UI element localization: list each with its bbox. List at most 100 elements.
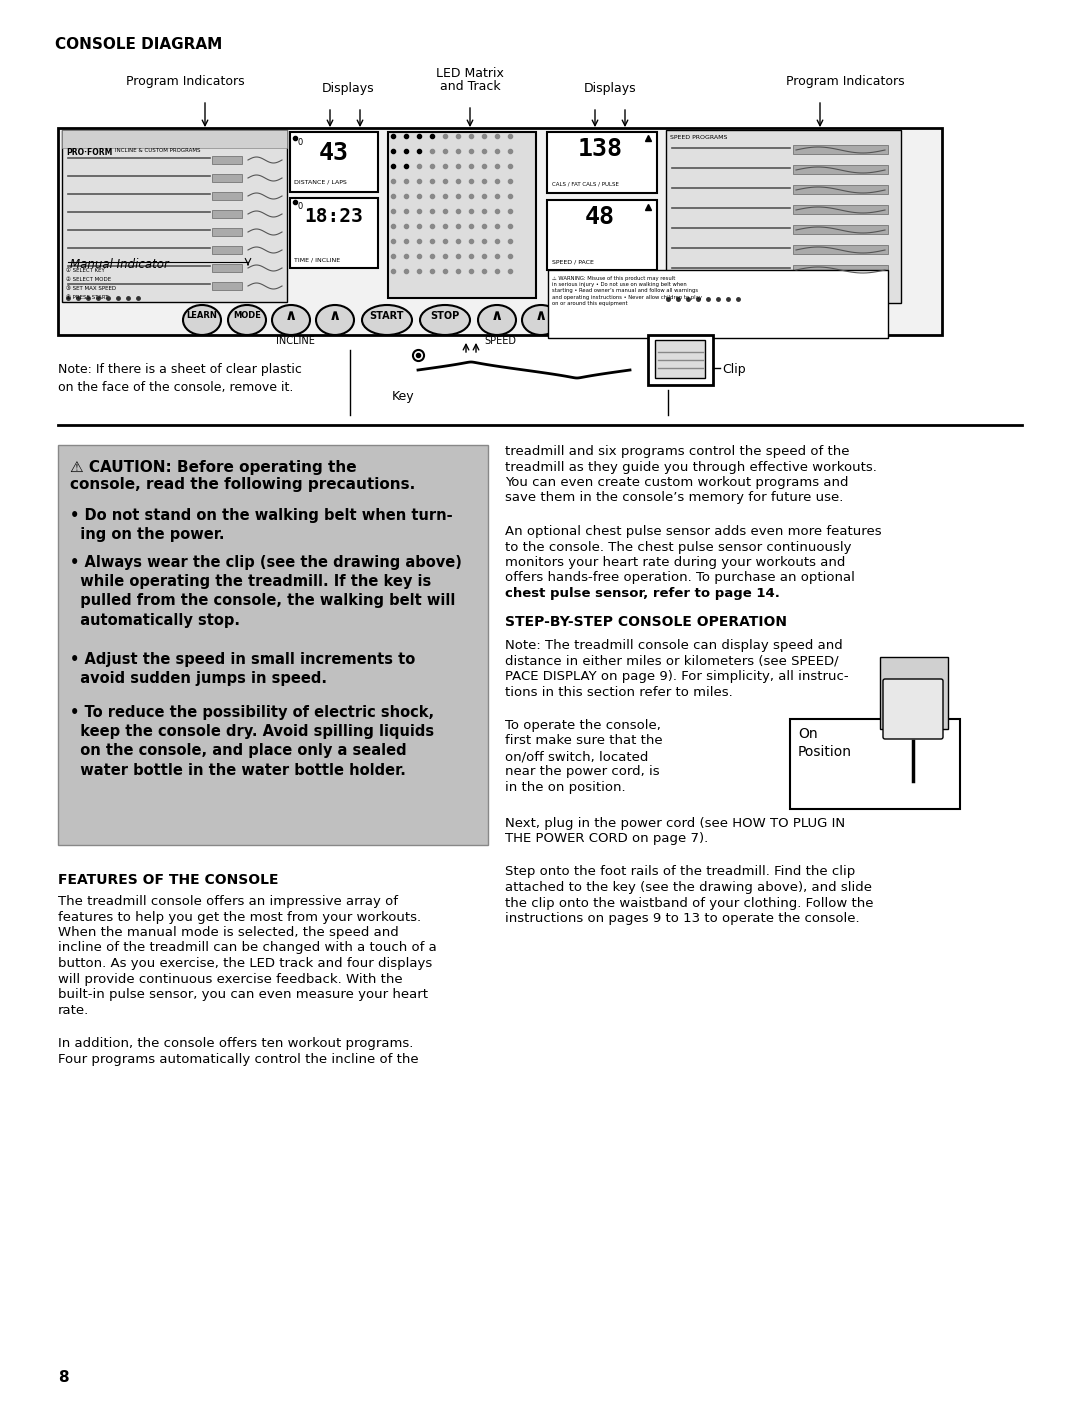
Text: An optional chest pulse sensor adds even more features: An optional chest pulse sensor adds even…	[505, 525, 881, 537]
Ellipse shape	[316, 304, 354, 335]
Ellipse shape	[478, 304, 516, 335]
Text: and Track: and Track	[440, 80, 500, 93]
Text: ③ SET MAX SPEED: ③ SET MAX SPEED	[66, 286, 117, 290]
Text: Displays: Displays	[322, 81, 375, 95]
Text: distance in either miles or kilometers (see SPEED/: distance in either miles or kilometers (…	[505, 655, 839, 668]
Text: Note: If there is a sheet of clear plastic
on the face of the console, remove it: Note: If there is a sheet of clear plast…	[58, 363, 302, 394]
Bar	[793, 145, 888, 154]
Text: tions in this section refer to miles.: tions in this section refer to miles.	[505, 686, 732, 699]
Text: features to help you get the most from your workouts.: features to help you get the most from y…	[58, 911, 421, 923]
Text: the clip onto the waistband of your clothing. Follow the: the clip onto the waistband of your clot…	[505, 897, 874, 909]
Text: On
Position: On Position	[798, 727, 852, 759]
Bar	[62, 130, 287, 147]
Text: PRO·FORM: PRO·FORM	[66, 147, 112, 157]
Bar	[388, 132, 536, 297]
Text: Key: Key	[392, 390, 415, 403]
Text: console, read the following precautions.: console, read the following precautions.	[70, 477, 415, 492]
Text: treadmill and six programs control the speed of the: treadmill and six programs control the s…	[505, 445, 850, 457]
Bar	[546, 201, 657, 269]
Text: STOP: STOP	[430, 311, 460, 321]
Bar	[212, 282, 242, 290]
Text: ∧: ∧	[535, 309, 548, 324]
Text: FEATURES OF THE CONSOLE: FEATURES OF THE CONSOLE	[58, 873, 279, 887]
Text: ∧: ∧	[328, 309, 341, 324]
Text: Clip: Clip	[723, 363, 745, 376]
Bar	[793, 185, 888, 194]
Text: offers hands-free operation. To purchase an optional: offers hands-free operation. To purchase…	[505, 571, 855, 585]
Text: 0: 0	[298, 137, 303, 147]
Text: instructions on pages 9 to 13 to operate the console.: instructions on pages 9 to 13 to operate…	[505, 912, 860, 925]
Text: INCLINE: INCLINE	[275, 335, 314, 347]
Bar	[880, 657, 948, 730]
Text: You can even create custom workout programs and: You can even create custom workout progr…	[505, 476, 849, 490]
Text: Four programs automatically control the incline of the: Four programs automatically control the …	[58, 1052, 419, 1065]
Bar	[62, 130, 287, 302]
Text: 18:23: 18:23	[305, 208, 363, 226]
Text: 48: 48	[585, 205, 615, 229]
Text: 138: 138	[578, 137, 622, 161]
Text: button. As you exercise, the LED track and four displays: button. As you exercise, the LED track a…	[58, 957, 432, 969]
Bar	[793, 205, 888, 215]
Text: SPEED PROGRAMS: SPEED PROGRAMS	[670, 135, 727, 140]
Text: ⚠ CAUTION: Before operating the: ⚠ CAUTION: Before operating the	[70, 460, 356, 476]
Ellipse shape	[228, 304, 266, 335]
Text: ∧: ∧	[490, 309, 503, 324]
Text: first make sure that the: first make sure that the	[505, 735, 663, 748]
Text: rate.: rate.	[58, 1003, 90, 1017]
Bar	[793, 246, 888, 254]
Text: ④ PRESS START: ④ PRESS START	[66, 295, 108, 300]
Bar	[654, 340, 705, 377]
Text: Displays: Displays	[583, 81, 636, 95]
Bar	[291, 132, 378, 192]
Bar	[666, 130, 901, 303]
Text: to the console. The chest pulse sensor continuously: to the console. The chest pulse sensor c…	[505, 540, 851, 554]
Text: START: START	[369, 311, 404, 321]
Text: ⚠ WARNING: Misuse of this product may result
in serious injury • Do not use on w: ⚠ WARNING: Misuse of this product may re…	[552, 276, 702, 306]
Text: Step onto the foot rails of the treadmill. Find the clip: Step onto the foot rails of the treadmil…	[505, 866, 855, 878]
Text: LED Matrix: LED Matrix	[436, 67, 504, 80]
Text: SPEED / PACE: SPEED / PACE	[552, 260, 594, 264]
Bar	[212, 156, 242, 164]
Bar	[58, 445, 488, 845]
Text: DISTANCE / LAPS: DISTANCE / LAPS	[294, 180, 347, 185]
Text: In addition, the console offers ten workout programs.: In addition, the console offers ten work…	[58, 1037, 414, 1049]
Bar	[212, 246, 242, 254]
Text: THE POWER CORD on page 7).: THE POWER CORD on page 7).	[505, 832, 708, 845]
Text: TIME / INCLINE: TIME / INCLINE	[294, 258, 340, 262]
Text: on/off switch, located: on/off switch, located	[505, 751, 648, 763]
Text: • Do not stand on the walking belt when turn-
  ing on the power.: • Do not stand on the walking belt when …	[70, 508, 453, 542]
Text: To operate the console,: To operate the console,	[505, 718, 661, 732]
Text: Program Indicators: Program Indicators	[785, 74, 904, 88]
Text: built-in pulse sensor, you can even measure your heart: built-in pulse sensor, you can even meas…	[58, 988, 428, 1000]
Text: Next, plug in the power cord (see HOW TO PLUG IN: Next, plug in the power cord (see HOW TO…	[505, 817, 846, 829]
Text: monitors your heart rate during your workouts and: monitors your heart rate during your wor…	[505, 556, 846, 570]
Bar	[212, 229, 242, 236]
Text: • To reduce the possibility of electric shock,
  keep the console dry. Avoid spi: • To reduce the possibility of electric …	[70, 704, 434, 777]
Bar	[58, 128, 942, 335]
Bar	[648, 335, 713, 384]
Ellipse shape	[522, 304, 561, 335]
Text: save them in the console’s memory for future use.: save them in the console’s memory for fu…	[505, 491, 843, 505]
Bar	[793, 166, 888, 174]
Text: ∧: ∧	[285, 309, 297, 324]
Bar	[793, 224, 888, 234]
Ellipse shape	[183, 304, 221, 335]
Text: SPEED: SPEED	[484, 335, 516, 347]
Text: When the manual mode is selected, the speed and: When the manual mode is selected, the sp…	[58, 926, 399, 939]
Bar	[546, 132, 657, 194]
Text: attached to the key (see the drawing above), and slide: attached to the key (see the drawing abo…	[505, 881, 872, 894]
Bar	[212, 174, 242, 182]
Bar	[291, 198, 378, 268]
Text: The treadmill console offers an impressive array of: The treadmill console offers an impressi…	[58, 895, 399, 908]
Text: Program Indicators: Program Indicators	[125, 74, 244, 88]
Ellipse shape	[272, 304, 310, 335]
Text: Note: The treadmill console can display speed and: Note: The treadmill console can display …	[505, 638, 842, 652]
Text: CONSOLE DIAGRAM: CONSOLE DIAGRAM	[55, 36, 222, 52]
Text: 8: 8	[58, 1369, 69, 1385]
Text: will provide continuous exercise feedback. With the: will provide continuous exercise feedbac…	[58, 972, 403, 985]
Text: INCLINE & CUSTOM PROGRAMS: INCLINE & CUSTOM PROGRAMS	[114, 147, 201, 153]
Text: MODE: MODE	[233, 311, 261, 320]
Ellipse shape	[420, 304, 470, 335]
Bar	[212, 264, 242, 272]
Text: CALS / FAT CALS / PULSE: CALS / FAT CALS / PULSE	[552, 181, 619, 187]
